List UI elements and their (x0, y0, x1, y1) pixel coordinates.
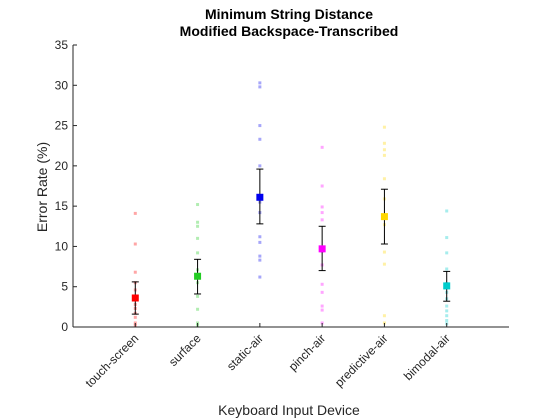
participant-point-pinch-air-11 (320, 308, 324, 312)
participant-point-predictive-air-9 (382, 250, 386, 254)
y-tick-label-0: 0 (61, 320, 68, 334)
x-axis-label: Keyboard Input Device (218, 402, 360, 418)
participant-point-pinch-air-1 (320, 145, 324, 149)
participant-point-surface-1 (196, 203, 200, 207)
participant-point-surface-3 (196, 224, 200, 228)
participant-point-pinch-air-2 (320, 184, 324, 188)
participant-point-pinch-air-10 (320, 304, 324, 308)
participant-point-touch-screen-11 (133, 321, 137, 325)
y-axis-label: Error Rate (%) (34, 142, 50, 232)
chart-title-line-1: Minimum String Distance (205, 6, 373, 22)
participant-point-bimodal-air-9 (445, 309, 449, 313)
participant-point-pinch-air-3 (320, 205, 324, 209)
y-tick-label-25: 25 (55, 119, 69, 133)
mean-marker-surface (194, 272, 202, 280)
participant-point-surface-9 (196, 294, 200, 298)
y-tick-label-20: 20 (55, 159, 69, 173)
y-tick-label-35: 35 (55, 38, 69, 52)
x-tick-label-touch-screen: touch-screen (82, 331, 141, 390)
participant-point-static-air-4 (258, 137, 262, 141)
participant-point-static-air-9 (258, 240, 262, 244)
x-tick-label-surface: surface (166, 331, 204, 369)
plot-area (131, 81, 451, 327)
participant-point-bimodal-air-10 (445, 314, 449, 318)
participant-point-predictive-air-2 (382, 141, 386, 145)
y-tick-label-10: 10 (55, 239, 69, 253)
mean-marker-bimodal-air (443, 282, 451, 290)
participant-point-predictive-air-4 (382, 153, 386, 157)
participant-point-touch-screen-2 (133, 242, 137, 246)
participant-point-bimodal-air-8 (445, 304, 449, 308)
participant-point-predictive-air-1 (382, 125, 386, 129)
y-tick-label-5: 5 (61, 280, 68, 294)
mean-marker-predictive-air (380, 213, 388, 221)
y-tick-label-15: 15 (55, 199, 69, 213)
participant-point-bimodal-air-11 (445, 319, 449, 323)
mean-marker-static-air (256, 193, 264, 201)
participant-point-static-air-2 (258, 85, 262, 89)
participant-point-touch-screen-10 (133, 315, 137, 319)
participant-point-surface-10 (196, 307, 200, 311)
participant-point-touch-screen-1 (133, 211, 137, 215)
participant-point-pinch-air-5 (320, 218, 324, 222)
participant-point-static-air-5 (258, 164, 262, 168)
participant-point-static-air-12 (258, 275, 262, 279)
participant-point-predictive-air-10 (382, 262, 386, 266)
mean-marker-pinch-air (318, 245, 326, 253)
participant-point-bimodal-air-2 (445, 236, 449, 240)
axes: 0 5 10 15 20 25 30 35 touch-screen surface static-… (55, 38, 509, 390)
participant-point-pinch-air-12 (320, 321, 324, 325)
participant-point-static-air-10 (258, 254, 262, 258)
participant-point-surface-5 (196, 251, 200, 255)
x-tick-label-pinch-air: pinch-air (286, 331, 328, 373)
x-tick-label-predictive-air: predictive-air (332, 331, 390, 389)
participant-point-touch-screen-3 (133, 270, 137, 274)
participant-point-pinch-air-4 (320, 211, 324, 215)
participant-point-surface-11 (196, 321, 200, 325)
participant-point-predictive-air-3 (382, 148, 386, 152)
participant-point-bimodal-air-1 (445, 209, 449, 213)
participant-point-bimodal-air-3 (445, 251, 449, 255)
participant-point-surface-4 (196, 236, 200, 240)
participant-point-predictive-air-11 (382, 314, 386, 318)
participant-point-pinch-air-8 (320, 282, 324, 286)
x-tick-label-bimodal-air: bimodal-air (401, 331, 453, 383)
participant-point-surface-2 (196, 220, 200, 224)
y-tick-label-30: 30 (55, 78, 69, 92)
participant-point-predictive-air-12 (382, 321, 386, 325)
participant-point-static-air-1 (258, 81, 262, 85)
participant-point-static-air-11 (258, 258, 262, 262)
participant-point-static-air-3 (258, 124, 262, 128)
participant-point-pinch-air-9 (320, 290, 324, 294)
x-tick-label-static-air: static-air (224, 331, 266, 373)
participant-point-static-air-8 (258, 235, 262, 239)
participant-point-predictive-air-5 (382, 177, 386, 181)
chart-title-line-2: Modified Backspace-Transcribed (180, 23, 399, 39)
mean-marker-touch-screen (131, 294, 139, 302)
participant-point-bimodal-air-4 (445, 267, 449, 271)
